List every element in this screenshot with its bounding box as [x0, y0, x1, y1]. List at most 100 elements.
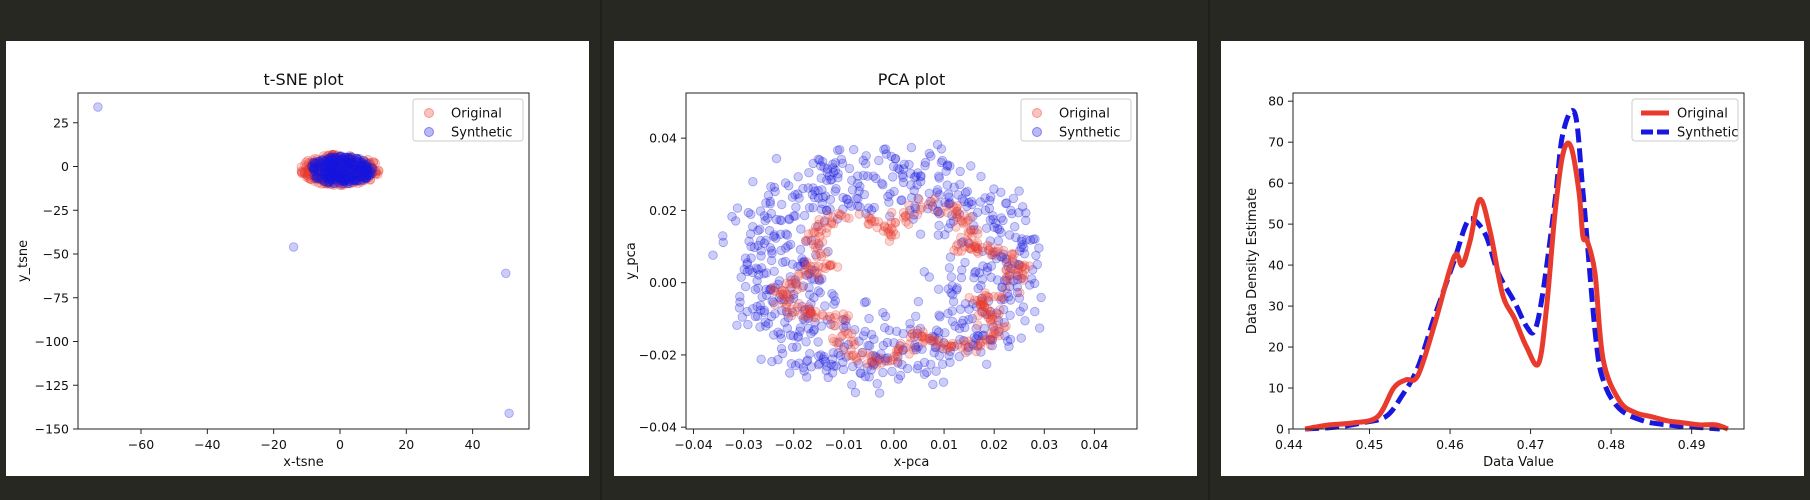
- data-point: [797, 301, 807, 312]
- data-point: [958, 315, 968, 326]
- data-point: [934, 334, 944, 344]
- data-point: [806, 328, 816, 339]
- data-point: [912, 328, 923, 339]
- data-point: [805, 268, 815, 279]
- data-point: [780, 178, 791, 188]
- data-point: [842, 194, 852, 205]
- data-point: [954, 351, 964, 362]
- data-point: [341, 157, 351, 167]
- data-point: [362, 165, 373, 176]
- data-point: [952, 200, 963, 211]
- data-point: [326, 173, 337, 184]
- data-point: [354, 153, 365, 164]
- data-point: [793, 261, 803, 272]
- data-point: [769, 182, 780, 193]
- x-tick-label: 0: [336, 437, 344, 452]
- data-point: [328, 170, 338, 180]
- data-point: [1035, 323, 1045, 333]
- data-point: [999, 318, 1010, 328]
- data-point: [880, 353, 890, 364]
- data-point: [768, 297, 779, 308]
- data-point: [321, 158, 332, 168]
- data-point: [1024, 261, 1035, 271]
- data-point: [986, 309, 996, 320]
- data-point: [748, 304, 758, 314]
- data-point: [884, 197, 894, 207]
- data-point: [893, 356, 903, 367]
- data-point: [951, 209, 961, 219]
- data-point: [311, 172, 321, 183]
- data-point: [310, 153, 321, 164]
- data-point: [826, 217, 837, 227]
- data-point: [327, 164, 338, 174]
- data-point: [810, 235, 821, 245]
- data-point: [328, 177, 339, 187]
- data-point: [373, 169, 383, 180]
- data-point: [364, 172, 374, 183]
- data-point: [799, 257, 809, 268]
- data-point: [987, 334, 997, 345]
- data-point: [307, 155, 318, 165]
- data-point: [851, 193, 861, 204]
- data-point: [952, 285, 962, 295]
- data-point: [778, 296, 789, 307]
- data-point: [346, 173, 357, 183]
- data-point: [826, 218, 837, 229]
- data-point: [985, 335, 995, 345]
- data-point: [815, 231, 825, 242]
- data-point: [330, 159, 341, 170]
- data-point: [767, 248, 777, 259]
- data-point: [326, 175, 337, 185]
- data-point: [800, 312, 811, 322]
- data-point: [755, 206, 766, 216]
- plot-area-border: [77, 92, 530, 430]
- data-point: [854, 209, 865, 219]
- data-point: [344, 174, 354, 184]
- data-point: [343, 170, 354, 180]
- data-point: [785, 272, 796, 282]
- data-point: [861, 151, 871, 161]
- data-point: [912, 209, 923, 220]
- data-point: [887, 207, 897, 218]
- data-point: [755, 322, 765, 332]
- data-point: [335, 151, 346, 162]
- data-point: [321, 173, 331, 183]
- data-point: [790, 278, 801, 289]
- data-point: [852, 171, 863, 181]
- data-point: [338, 180, 349, 190]
- data-point: [338, 176, 348, 187]
- data-point: [776, 245, 786, 256]
- data-point: [996, 252, 1006, 262]
- data-point: [783, 181, 794, 191]
- data-point: [795, 326, 805, 336]
- data-point: [887, 366, 897, 377]
- data-point: [960, 336, 970, 347]
- data-point: [346, 169, 356, 180]
- data-point: [750, 311, 761, 322]
- data-point: [977, 331, 988, 341]
- data-point: [1005, 334, 1016, 345]
- data-point: [888, 172, 898, 182]
- data-point: [838, 192, 848, 203]
- data-point: [862, 359, 872, 369]
- data-point: [813, 238, 824, 249]
- data-point: [949, 341, 960, 352]
- data-point: [319, 169, 329, 179]
- data-point: [885, 189, 895, 199]
- data-point: [968, 211, 978, 222]
- data-point: [830, 186, 840, 196]
- data-point: [822, 361, 832, 372]
- data-point: [765, 196, 775, 207]
- data-point: [326, 158, 336, 169]
- data-point: [1014, 186, 1024, 196]
- data-point: [986, 192, 996, 202]
- data-point: [357, 164, 367, 175]
- pca-plot-panel: PCA plot −0.04 −0.03 −0.02 −0.01 0.00 0.01 0.02…: [614, 41, 1197, 476]
- data-point: [975, 300, 986, 310]
- data-point: [337, 167, 347, 178]
- data-point: [366, 162, 377, 173]
- data-point: [782, 230, 793, 240]
- data-point: [753, 240, 763, 251]
- data-point: [320, 167, 330, 177]
- data-point: [982, 262, 993, 273]
